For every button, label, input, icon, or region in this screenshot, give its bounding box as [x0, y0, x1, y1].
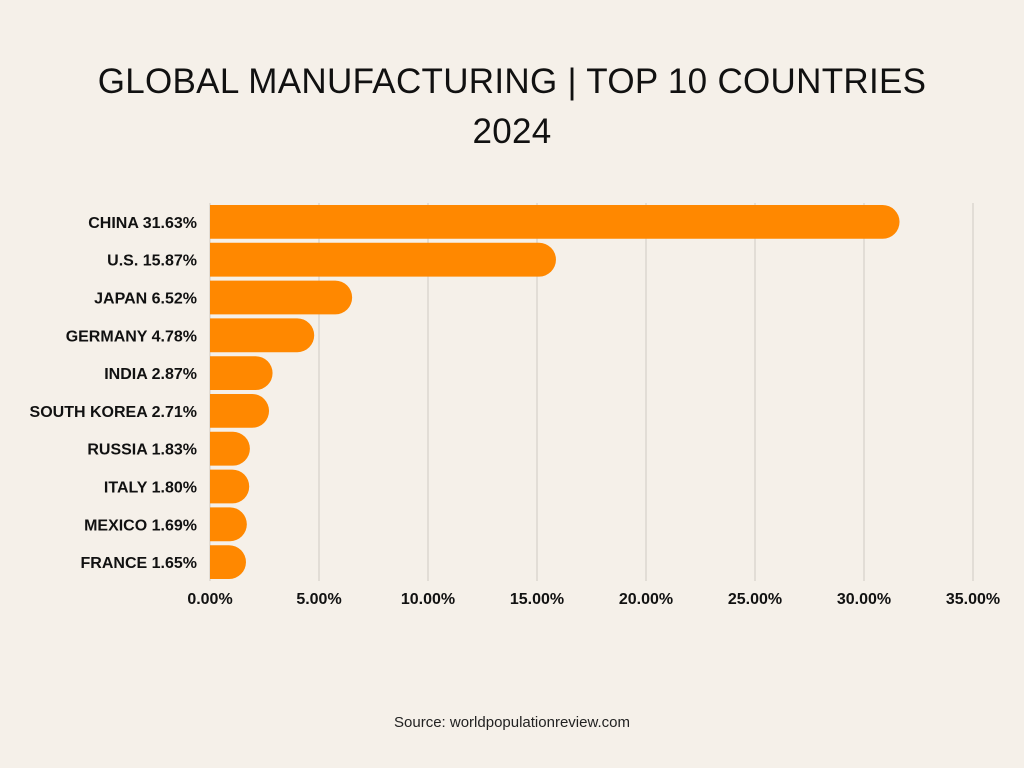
x-tick-label: 30.00% [837, 591, 891, 608]
source-note: Source: worldpopulationreview.com [394, 714, 630, 731]
category-label: ITALY 1.80% [104, 480, 197, 497]
bar-france [210, 545, 246, 579]
category-label: CHINA 31.63% [88, 215, 197, 232]
x-tick-label: 10.00% [401, 591, 455, 608]
x-tick-label: 25.00% [728, 591, 782, 608]
bar-india [210, 356, 273, 390]
x-tick-label: 0.00% [187, 591, 232, 608]
category-label: INDIA 2.87% [104, 366, 197, 383]
category-label: JAPAN 6.52% [94, 291, 197, 308]
bar-germany [210, 318, 315, 353]
bar-russia [210, 431, 250, 466]
category-label: U.S. 15.87% [107, 253, 197, 270]
bar-mexico [210, 507, 247, 542]
category-label: FRANCE 1.65% [81, 555, 197, 572]
bar-italy [210, 469, 250, 504]
bar-china [210, 205, 900, 239]
category-label: GERMANY 4.78% [66, 328, 197, 345]
category-label: MEXICO 1.69% [84, 517, 197, 534]
x-tick-label: 15.00% [510, 591, 564, 608]
x-tick-label: 35.00% [946, 591, 1000, 608]
chart-title: GLOBAL MANUFACTURING | TOP 10 COUNTRIES [97, 62, 927, 101]
x-tick-label: 5.00% [296, 591, 341, 608]
category-label: RUSSIA 1.83% [87, 442, 197, 459]
x-tick-label: 20.00% [619, 591, 673, 608]
bar-japan [210, 280, 353, 315]
chart-subtitle: 2024 [472, 112, 552, 151]
category-label: SOUTH KOREA 2.71% [30, 404, 197, 421]
bar-u-s [210, 242, 556, 277]
bar-south-korea [210, 394, 270, 428]
